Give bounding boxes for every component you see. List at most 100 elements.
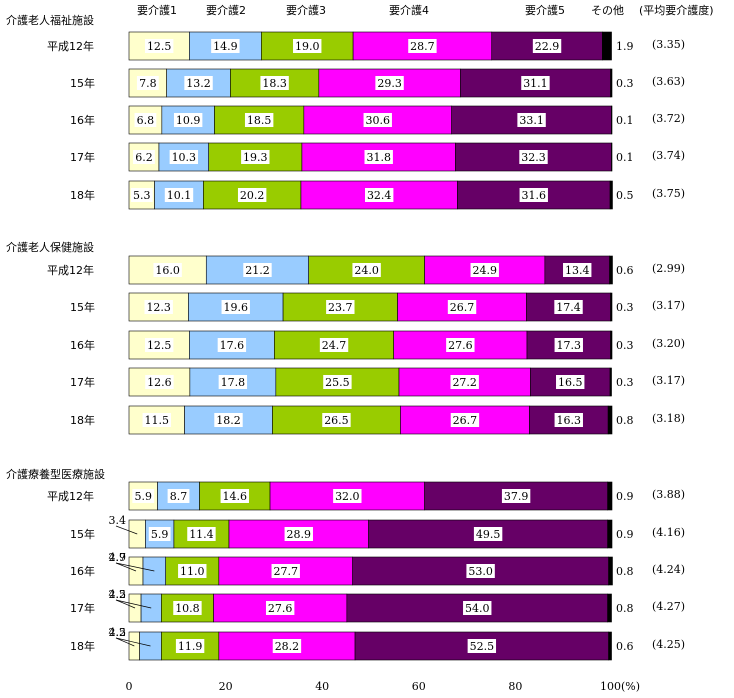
data-label-background [271, 564, 300, 578]
data-label-other: 0.3 [616, 376, 634, 389]
data-label-care4: 29.3 [377, 77, 402, 90]
data-label-care3: 11.0 [180, 565, 205, 578]
average-care-level: (3.75) [652, 187, 685, 200]
bar-row: 18年 2.24.5 11.9 28.2 52.5 0.6 (4.25) [70, 626, 685, 661]
bar-row: 18年 11.5 18.2 26.5 26.7 16.3 0.8 (3.18) [70, 405, 685, 435]
data-label-care2: 19.6 [223, 301, 248, 314]
bar-segment-care1 [128, 631, 140, 661]
average-care-level: (3.63) [652, 75, 685, 88]
x-tick-label: 0 [126, 680, 133, 693]
bar-row: 17年 12.6 17.8 25.5 27.2 16.5 0.3 (3.17) [70, 367, 685, 397]
data-label-care3: 24.7 [322, 339, 347, 352]
data-label-background [133, 150, 155, 164]
data-label-care3: 19.3 [243, 151, 268, 164]
data-label-care5: 37.9 [504, 490, 529, 503]
data-label-background [243, 263, 272, 277]
data-label-background [220, 489, 249, 503]
bar-segment-other [607, 519, 613, 549]
bar-segment-care2 [139, 631, 162, 661]
data-label-background [501, 489, 531, 503]
data-label-leader-line [115, 562, 137, 572]
bar-segment-other [608, 631, 612, 661]
average-care-level: (4.24) [652, 563, 685, 576]
data-label-care5: 31.1 [523, 77, 548, 90]
bar-row: 17年 6.2 10.3 19.3 31.8 32.3 0.1 (3.74) [70, 142, 685, 172]
data-label-background [352, 263, 381, 277]
data-label-background [272, 639, 302, 653]
bar-segment-other [608, 556, 613, 586]
data-label-care3: 24.0 [354, 264, 379, 277]
group-title: 介護老人福祉施設 [6, 13, 94, 27]
legend-header-care1: 要介護1 [137, 3, 177, 17]
data-label-background [554, 300, 583, 314]
data-label-background [284, 527, 313, 541]
data-label-background [364, 188, 394, 202]
bar-row: 17年 2.54.2 10.8 27.6 54.0 0.8 (4.27) [70, 588, 685, 623]
row-label: 18年 [70, 639, 95, 653]
group-title: 介護老人保健施設 [6, 240, 94, 254]
data-label-leader-line [115, 599, 152, 609]
data-label-care4: 28.2 [275, 640, 300, 653]
bar-segment-other [610, 292, 613, 322]
bar-segment-other [607, 593, 612, 623]
bar-segment-other [602, 31, 612, 61]
data-label-background [466, 564, 495, 578]
data-label-background [217, 338, 247, 352]
data-label-care1: 7.8 [139, 77, 157, 90]
data-label-care3: 10.8 [175, 602, 200, 615]
data-label-background [221, 300, 250, 314]
data-label-leader-line [115, 599, 136, 609]
data-label-care4: 27.7 [273, 565, 298, 578]
data-label-background [450, 413, 480, 427]
row-label: 平成12年 [47, 489, 94, 503]
data-label-care5: 16.3 [557, 414, 582, 427]
data-label-background [211, 39, 240, 53]
data-label-care4: 27.6 [448, 339, 473, 352]
x-tick-label: 100(%) [600, 680, 640, 693]
data-label-background [173, 113, 203, 127]
data-label-care4: 26.7 [453, 414, 478, 427]
row-label: 平成12年 [47, 39, 94, 53]
data-label-care1: 5.3 [133, 189, 151, 202]
data-label-other: 0.3 [616, 301, 634, 314]
data-label-background [132, 489, 155, 503]
data-label-background [144, 338, 174, 352]
data-label-other: 0.6 [616, 640, 634, 653]
x-tick-label: 60 [412, 680, 426, 693]
legend-header-average: (平均要介護度) [639, 3, 714, 17]
average-care-level: (3.88) [652, 488, 685, 501]
bar-segment-care4 [218, 556, 353, 586]
legend-header-care4: 要介護4 [389, 3, 429, 17]
data-label-background [136, 76, 159, 90]
average-care-level: (3.20) [652, 337, 685, 350]
bar-row: 平成12年 12.5 14.9 19.0 28.7 22.9 1.9 (3.35) [47, 31, 685, 61]
data-label-care4: 32.0 [335, 490, 360, 503]
data-label-background [241, 150, 270, 164]
data-label-care3: 23.7 [328, 301, 353, 314]
data-label-other: 0.9 [616, 528, 634, 541]
bar-segment-care5 [460, 68, 611, 98]
row-label: 18年 [70, 188, 95, 202]
data-label-care5: 22.9 [535, 40, 560, 53]
legend-header-other: その他 [591, 4, 624, 17]
data-label-care1: 2.5 [109, 588, 127, 601]
average-care-level: (3.17) [652, 374, 685, 387]
data-label-care2: 21.2 [245, 264, 270, 277]
data-label-other: 0.9 [616, 490, 634, 503]
data-label-background [184, 76, 213, 90]
data-label-care2: 10.3 [172, 151, 197, 164]
data-label-leader-line [115, 637, 151, 647]
data-label-other: 0.8 [616, 414, 634, 427]
x-tick-label: 80 [508, 680, 522, 693]
bar-row: 平成12年 16.0 21.2 24.0 24.9 13.4 0.6 (2.99) [47, 255, 685, 285]
bar-segment-other [607, 481, 613, 511]
data-label-other: 0.3 [616, 339, 634, 352]
data-label-leader-line [115, 525, 138, 535]
data-label-background [521, 76, 550, 90]
data-label-care3: 11.9 [178, 640, 203, 653]
data-label-background [178, 564, 207, 578]
bar-row: 15年 12.3 19.6 23.7 26.7 17.4 0.3 (3.17) [70, 292, 685, 322]
average-care-level: (3.18) [652, 412, 685, 425]
bar-segment-care1 [128, 556, 144, 586]
